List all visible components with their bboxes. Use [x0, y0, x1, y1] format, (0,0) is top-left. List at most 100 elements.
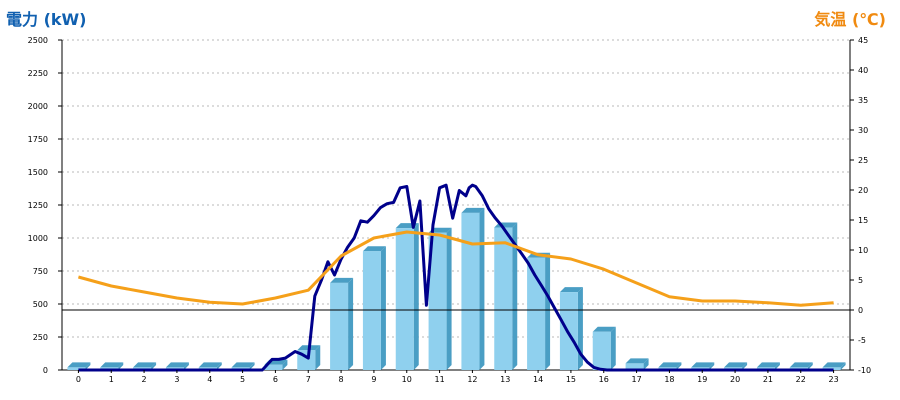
left-tick-label: 1000: [28, 234, 48, 243]
left-tick-label: 1500: [28, 168, 48, 177]
bar-face: [67, 367, 86, 370]
x-tick-label: 3: [174, 375, 179, 384]
power-line: [78, 183, 834, 372]
bar-side: [85, 362, 91, 370]
bar-side: [774, 362, 780, 370]
bar-face: [494, 227, 513, 370]
right-tick-label: 10: [858, 246, 868, 255]
bar-side: [643, 358, 649, 370]
bar-15: [559, 287, 583, 370]
x-tick-label: 15: [566, 375, 576, 384]
x-tick-label: 17: [631, 375, 641, 384]
bar-side: [479, 207, 485, 370]
x-tick-label: 5: [240, 375, 245, 384]
x-tick-label: 20: [730, 375, 740, 384]
bar-13: [494, 222, 518, 370]
bar-top: [461, 207, 485, 213]
x-tick-label: 10: [402, 375, 412, 384]
bar-top: [756, 362, 780, 368]
bar-top: [658, 362, 682, 368]
bar-side: [807, 362, 813, 370]
right-tick-label: 5: [858, 276, 863, 285]
right-tick-label: 0: [858, 306, 863, 315]
left-tick-label: 1750: [28, 135, 48, 144]
left-axis-title: 電力 (kW): [6, 10, 87, 29]
right-tick-label: 25: [858, 156, 868, 165]
x-tick-label: 12: [467, 375, 477, 384]
bar-top: [330, 277, 354, 283]
bar-top: [362, 246, 386, 252]
bar-17: [625, 358, 649, 370]
bar-top: [592, 326, 616, 332]
x-tick-label: 9: [371, 375, 376, 384]
left-tick-label: 500: [33, 300, 48, 309]
bar-16: [592, 326, 616, 370]
x-tick-label: 4: [207, 375, 212, 384]
right-tick-label: 20: [858, 186, 868, 195]
bar-face: [428, 232, 447, 370]
right-tick-label: -5: [858, 336, 866, 345]
bar-side: [380, 246, 386, 370]
bar-face: [330, 282, 349, 370]
bar-side: [282, 359, 288, 370]
x-tick-label: 1: [109, 375, 114, 384]
bar-side: [348, 277, 354, 370]
left-tick-label: 750: [33, 267, 48, 276]
x-tick-label: 8: [339, 375, 344, 384]
bar-top: [165, 362, 189, 368]
right-tick-label: 35: [858, 96, 868, 105]
bar-9: [362, 246, 386, 370]
right-tick-label: 30: [858, 126, 868, 135]
left-tick-label: 2000: [28, 102, 48, 111]
bar-top: [789, 362, 813, 368]
x-tick-label: 23: [828, 375, 838, 384]
bar-face: [592, 331, 611, 370]
bar-top: [625, 358, 649, 364]
bar-side: [512, 222, 518, 370]
right-tick-label: 45: [858, 36, 868, 45]
bar-12: [461, 207, 485, 370]
x-tick-label: 16: [599, 375, 609, 384]
bar-side: [446, 227, 452, 370]
bar-top: [724, 362, 748, 368]
x-tick-label: 11: [434, 375, 444, 384]
x-tick-label: 7: [306, 375, 311, 384]
right-tick-label: 40: [858, 66, 868, 75]
x-tick-label: 2: [142, 375, 147, 384]
bar-8: [330, 277, 354, 370]
bar-side: [151, 362, 157, 370]
bar-side: [610, 326, 616, 370]
bar-side: [216, 362, 222, 370]
bar-face: [625, 363, 644, 370]
bar-top: [67, 362, 91, 368]
bar-11: [428, 227, 452, 370]
bar-top: [198, 362, 222, 368]
right-tick-label: 15: [858, 216, 868, 225]
x-tick-label: 6: [273, 375, 278, 384]
bar-side: [183, 362, 189, 370]
bar-face: [264, 364, 283, 370]
bar-side: [742, 362, 748, 370]
left-tick-label: 2250: [28, 69, 48, 78]
x-tick-label: 19: [697, 375, 707, 384]
bar-side: [249, 362, 255, 370]
bar-top: [559, 287, 583, 293]
right-axis-title: 気温 (℃): [814, 10, 886, 29]
bar-side: [840, 362, 846, 370]
bar-side: [315, 345, 321, 370]
bar-face: [362, 251, 381, 370]
bar-top: [231, 362, 255, 368]
bar-face: [461, 212, 480, 370]
bar-top: [428, 227, 452, 233]
bar-side: [709, 362, 715, 370]
left-tick-label: 0: [43, 366, 48, 375]
x-tick-label: 13: [500, 375, 510, 384]
bar-side: [413, 223, 419, 370]
bar-top: [691, 362, 715, 368]
bar-10: [395, 223, 419, 370]
bar-top: [100, 362, 124, 368]
x-tick-label: 0: [76, 375, 81, 384]
right-tick-label: -10: [858, 366, 871, 375]
x-tick-label: 21: [763, 375, 773, 384]
